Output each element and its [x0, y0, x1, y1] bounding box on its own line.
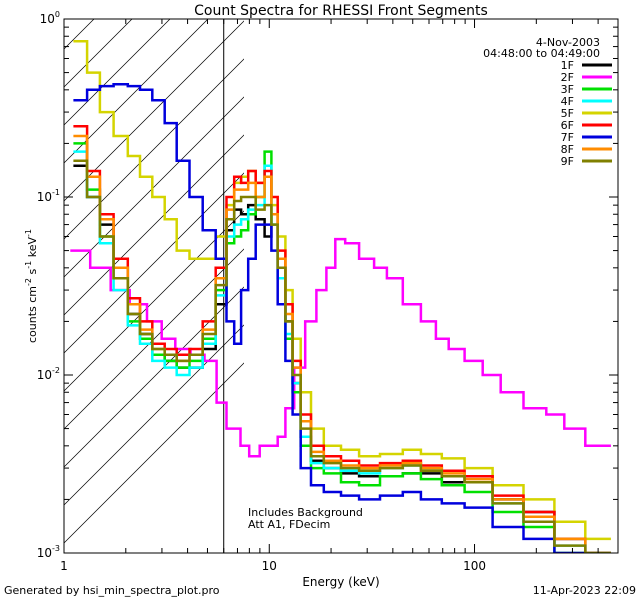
hatch-line [64, 20, 244, 202]
x-axis-label: Energy (keV) [302, 575, 379, 589]
legend-label-5F: 5F [561, 107, 574, 120]
x-tick-label: 10 [262, 559, 277, 573]
y-tick-label: 10-1 [37, 188, 60, 204]
legend-label-1F: 1F [561, 59, 574, 72]
series-layer [70, 39, 611, 553]
legend-label-9F: 9F [561, 155, 574, 168]
footer-timestamp: 11-Apr-2023 22:09 [533, 584, 636, 597]
chart-title: Count Spectra for RHESSI Front Segments [194, 3, 488, 19]
footer-generated-by: Generated by hsi_min_spectra_plot.pro [4, 584, 220, 597]
legend: 4-Nov-2003 04:48:00 to 04:49:00 1F2F3F4F… [483, 36, 612, 168]
legend-label-6F: 6F [561, 119, 574, 132]
legend-date: 4-Nov-2003 [536, 36, 600, 49]
hatch-line [64, 172, 244, 354]
y-tick-label: 10-2 [37, 366, 60, 382]
legend-label-2F: 2F [561, 71, 574, 84]
legend-label-7F: 7F [561, 131, 574, 144]
plot-frame [63, 18, 619, 554]
axis-ticks: 1 10 100 100 10-1 10-2 10-3 [37, 10, 619, 573]
legend-time-range: 04:48:00 to 04:49:00 [483, 47, 600, 60]
series-line-9F [73, 159, 611, 553]
series-line-7F [73, 82, 611, 553]
annotation-attenuator: Att A1, FDecim [248, 518, 330, 531]
legend-label-4F: 4F [561, 95, 574, 108]
hatch-line [64, 96, 244, 278]
hatch-line [64, 362, 244, 544]
hatch-line [64, 210, 244, 392]
hatch-line [64, 324, 244, 506]
x-tick-label: 1 [60, 559, 68, 573]
legend-label-8F: 8F [561, 143, 574, 156]
hatch-line [64, 19, 209, 164]
y-axis-label: counts cm-2 s-1 keV-1 [24, 229, 39, 343]
y-tick-label: 10-3 [37, 544, 60, 560]
x-tick-label: 100 [463, 559, 486, 573]
hatch-line [64, 58, 244, 240]
legend-label-3F: 3F [561, 83, 574, 96]
annotation-background: Includes Background [248, 506, 363, 519]
hatch-line [64, 19, 171, 126]
series-line-6F [73, 124, 611, 553]
hatch-line [64, 286, 244, 468]
y-tick-label: 100 [40, 10, 60, 26]
hatch-line [64, 248, 244, 430]
